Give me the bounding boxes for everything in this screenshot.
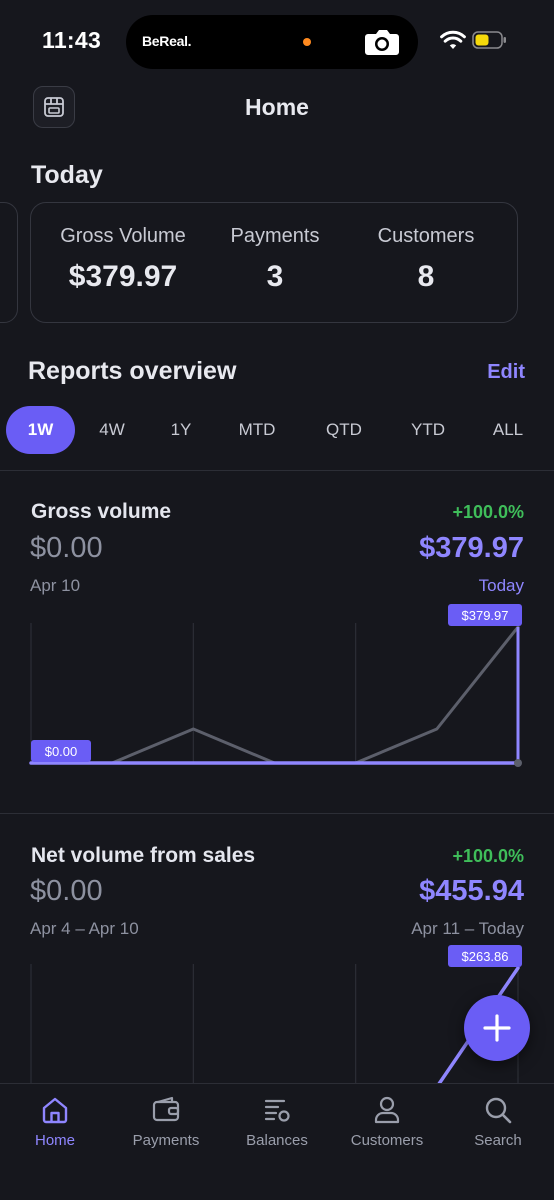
- stat-gross-volume: Gross Volume $379.97: [59, 225, 187, 294]
- badge-background: [448, 604, 522, 626]
- edit-reports-button[interactable]: Edit: [487, 361, 525, 383]
- stat-label: Customers: [377, 225, 475, 247]
- stat-payments: Payments 3: [211, 225, 339, 294]
- range-tab-mtd[interactable]: MTD: [238, 420, 276, 439]
- card-current-date: Apr 11 – Today: [411, 919, 524, 938]
- tab-label: Search: [474, 1132, 522, 1149]
- card-title: Gross volume: [31, 500, 172, 523]
- card-change: +100.0%: [452, 502, 524, 522]
- net-volume-chart: $263.86: [30, 945, 522, 1083]
- divider: [0, 813, 554, 814]
- badge-background: [448, 945, 522, 967]
- tab-label: Balances: [246, 1132, 308, 1149]
- stat-customers: Customers 8: [361, 225, 491, 294]
- person-icon: [374, 1096, 400, 1124]
- wallet-icon: [152, 1096, 180, 1122]
- chart-end-badge-label: $379.97: [462, 608, 509, 623]
- chart-series-current: [437, 966, 520, 1083]
- status-time: 11:43: [42, 27, 102, 53]
- tab-home[interactable]: Home: [0, 1094, 110, 1149]
- card-current-date: Today: [478, 576, 524, 595]
- tab-bar: Home Payments Balances Customers Search: [0, 1083, 554, 1200]
- island-app-name: BeReal.: [142, 33, 192, 49]
- home-icon: [42, 1097, 68, 1124]
- card-previous-value: $0.00: [30, 875, 103, 907]
- stat-value: 3: [266, 260, 284, 293]
- chart-series-previous: [29, 625, 520, 765]
- chart-end-badge-label: $263.86: [462, 949, 509, 964]
- balances-icon: [264, 1099, 290, 1122]
- storefront-icon: [44, 97, 64, 117]
- badge-background: [31, 740, 91, 762]
- range-tab-ytd[interactable]: YTD: [411, 420, 445, 439]
- stat-label: Payments: [230, 225, 320, 247]
- range-tab-qtd[interactable]: QTD: [326, 420, 362, 439]
- gross-volume-chart: $379.97 $0.00: [29, 604, 522, 767]
- recording-indicator: [303, 38, 311, 46]
- chart-end-badge: $379.97: [448, 604, 522, 626]
- chart-start-badge: $0.00: [31, 740, 91, 762]
- tab-label: Home: [34, 1132, 75, 1149]
- range-tab-all[interactable]: ALL: [492, 420, 524, 439]
- divider: [0, 470, 554, 471]
- range-tab-1y[interactable]: 1Y: [170, 420, 192, 439]
- tab-payments[interactable]: Payments: [111, 1094, 221, 1149]
- range-selector: 1W 4W 1Y MTD QTD YTD ALL: [0, 406, 554, 454]
- dynamic-island[interactable]: BeReal.: [126, 15, 418, 69]
- chart-start-badge-label: $0.00: [45, 744, 78, 759]
- tab-customers[interactable]: Customers: [332, 1094, 442, 1149]
- page-title: Home: [245, 94, 309, 120]
- card-previous-value: $0.00: [30, 532, 103, 564]
- stat-label: Gross Volume: [60, 225, 186, 247]
- tab-label: Payments: [132, 1132, 200, 1149]
- tab-balances[interactable]: Balances: [222, 1094, 332, 1149]
- wifi-icon: [440, 30, 466, 49]
- chart-end-badge: $263.86: [448, 945, 522, 967]
- today-summary-card[interactable]: Gross Volume $379.97 Payments 3 Customer…: [30, 202, 518, 323]
- add-button[interactable]: [464, 995, 530, 1061]
- status-bar: 11:43 BeReal.: [0, 0, 554, 80]
- tab-label: Customers: [350, 1132, 424, 1149]
- today-heading: Today: [31, 161, 103, 189]
- card-previous-date: Apr 4 – Apr 10: [30, 919, 139, 938]
- previous-summary-card[interactable]: [0, 202, 18, 323]
- card-change: +100.0%: [452, 846, 524, 866]
- range-tab-1w[interactable]: 1W: [6, 406, 75, 454]
- battery-icon: [472, 31, 506, 49]
- reports-overview-heading: Reports overview: [28, 357, 237, 385]
- card-previous-date: Apr 10: [30, 576, 81, 595]
- camera-icon: [365, 30, 399, 55]
- storefront-button[interactable]: [33, 86, 75, 128]
- tab-search[interactable]: Search: [443, 1094, 553, 1149]
- stat-value: $379.97: [68, 260, 178, 293]
- stat-value: 8: [417, 260, 435, 293]
- card-current-value: $379.97: [419, 532, 524, 564]
- card-title: Net volume from sales: [31, 844, 256, 867]
- range-tab-4w[interactable]: 4W: [99, 420, 125, 439]
- chart-end-dot: [514, 759, 522, 767]
- search-icon: [485, 1097, 512, 1124]
- plus-icon: [483, 1014, 511, 1042]
- card-current-value: $455.94: [419, 875, 524, 907]
